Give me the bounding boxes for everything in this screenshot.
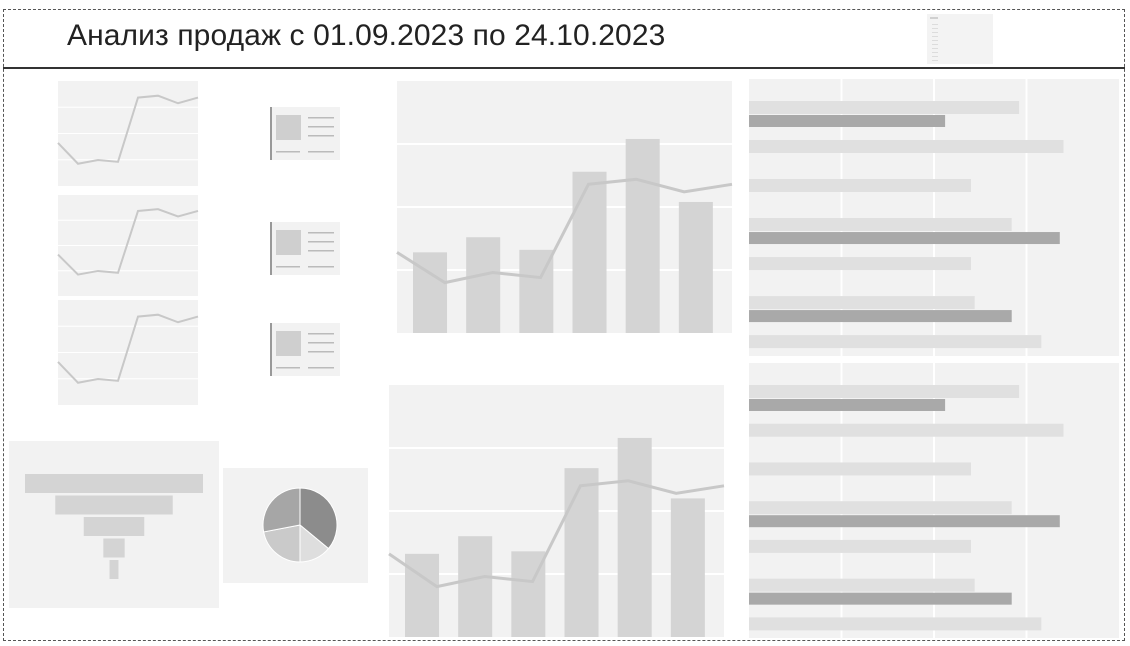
combo-bar <box>678 201 713 333</box>
slicer-lines-icon <box>930 17 938 61</box>
bar-chart <box>749 79 1064 356</box>
bar-dark <box>749 310 1012 323</box>
bar-light <box>749 617 1042 631</box>
pie-slice <box>299 487 338 550</box>
bar-light <box>749 140 1064 154</box>
bar-light <box>749 335 1042 349</box>
pie-visual[interactable] <box>223 468 368 583</box>
sparkline-chart <box>57 313 199 384</box>
card-visual-3[interactable] <box>270 323 340 376</box>
report-title: Анализ продаж с 01.09.2023 по 24.10.2023 <box>67 19 666 52</box>
bar-light <box>749 218 1012 232</box>
bar-light <box>749 462 971 476</box>
combo-chart-visual-1[interactable] <box>396 81 733 333</box>
pie-slice <box>263 524 301 563</box>
funnel-visual[interactable] <box>9 441 219 608</box>
combo-line <box>388 479 725 589</box>
combo-bar <box>564 468 599 637</box>
funnel-stage <box>103 538 125 558</box>
combo-bar <box>625 138 660 333</box>
card-icon <box>270 107 334 160</box>
header-divider <box>3 67 1125 69</box>
bar-light <box>749 257 971 271</box>
bar-light <box>749 539 971 553</box>
combo-bar <box>670 498 705 637</box>
sparkline-line <box>57 94 199 165</box>
funnel-chart <box>25 474 203 579</box>
bar-chart-visual-2[interactable] <box>749 363 1119 638</box>
card-visual-1[interactable] <box>270 107 340 160</box>
slicer-placeholder[interactable] <box>927 14 993 64</box>
sparkline-line <box>57 313 199 384</box>
sparkline-visual-3[interactable] <box>57 300 199 405</box>
funnel-stage <box>109 560 119 579</box>
bar-dark <box>749 232 1060 245</box>
combo-chart <box>388 437 725 637</box>
combo-line <box>396 177 733 285</box>
funnel-stage <box>55 495 173 515</box>
pie-chart <box>262 487 338 563</box>
bar-light <box>749 423 1064 437</box>
combo-bar <box>405 553 440 637</box>
pie-slice <box>262 487 301 533</box>
funnel-stage <box>25 474 203 493</box>
bar-light <box>749 385 1020 398</box>
bar-chart-visual-1[interactable] <box>749 79 1119 356</box>
bar-chart <box>749 363 1064 638</box>
combo-chart <box>396 138 733 333</box>
bar-light <box>749 101 1020 114</box>
card-visual-2[interactable] <box>270 222 340 275</box>
bar-light <box>749 578 975 592</box>
bar-light <box>749 296 975 310</box>
bar-dark <box>749 399 946 411</box>
sparkline-line <box>57 208 199 276</box>
bar-dark <box>749 515 1060 528</box>
report-canvas <box>3 9 1125 641</box>
bar-light <box>749 501 1012 515</box>
sparkline-visual-2[interactable] <box>57 195 199 296</box>
funnel-stage <box>83 517 145 536</box>
bar-dark <box>749 592 1012 605</box>
card-icon <box>270 323 334 376</box>
combo-bar <box>572 171 607 333</box>
combo-bar <box>458 536 493 637</box>
combo-bar <box>617 437 652 637</box>
sparkline-chart <box>57 208 199 276</box>
card-icon <box>270 222 334 275</box>
combo-chart-visual-2[interactable] <box>388 385 725 637</box>
sparkline-visual-1[interactable] <box>57 81 199 186</box>
bar-light <box>749 179 971 193</box>
sparkline-chart <box>57 94 199 165</box>
combo-bar <box>466 237 501 333</box>
bar-dark <box>749 115 946 127</box>
